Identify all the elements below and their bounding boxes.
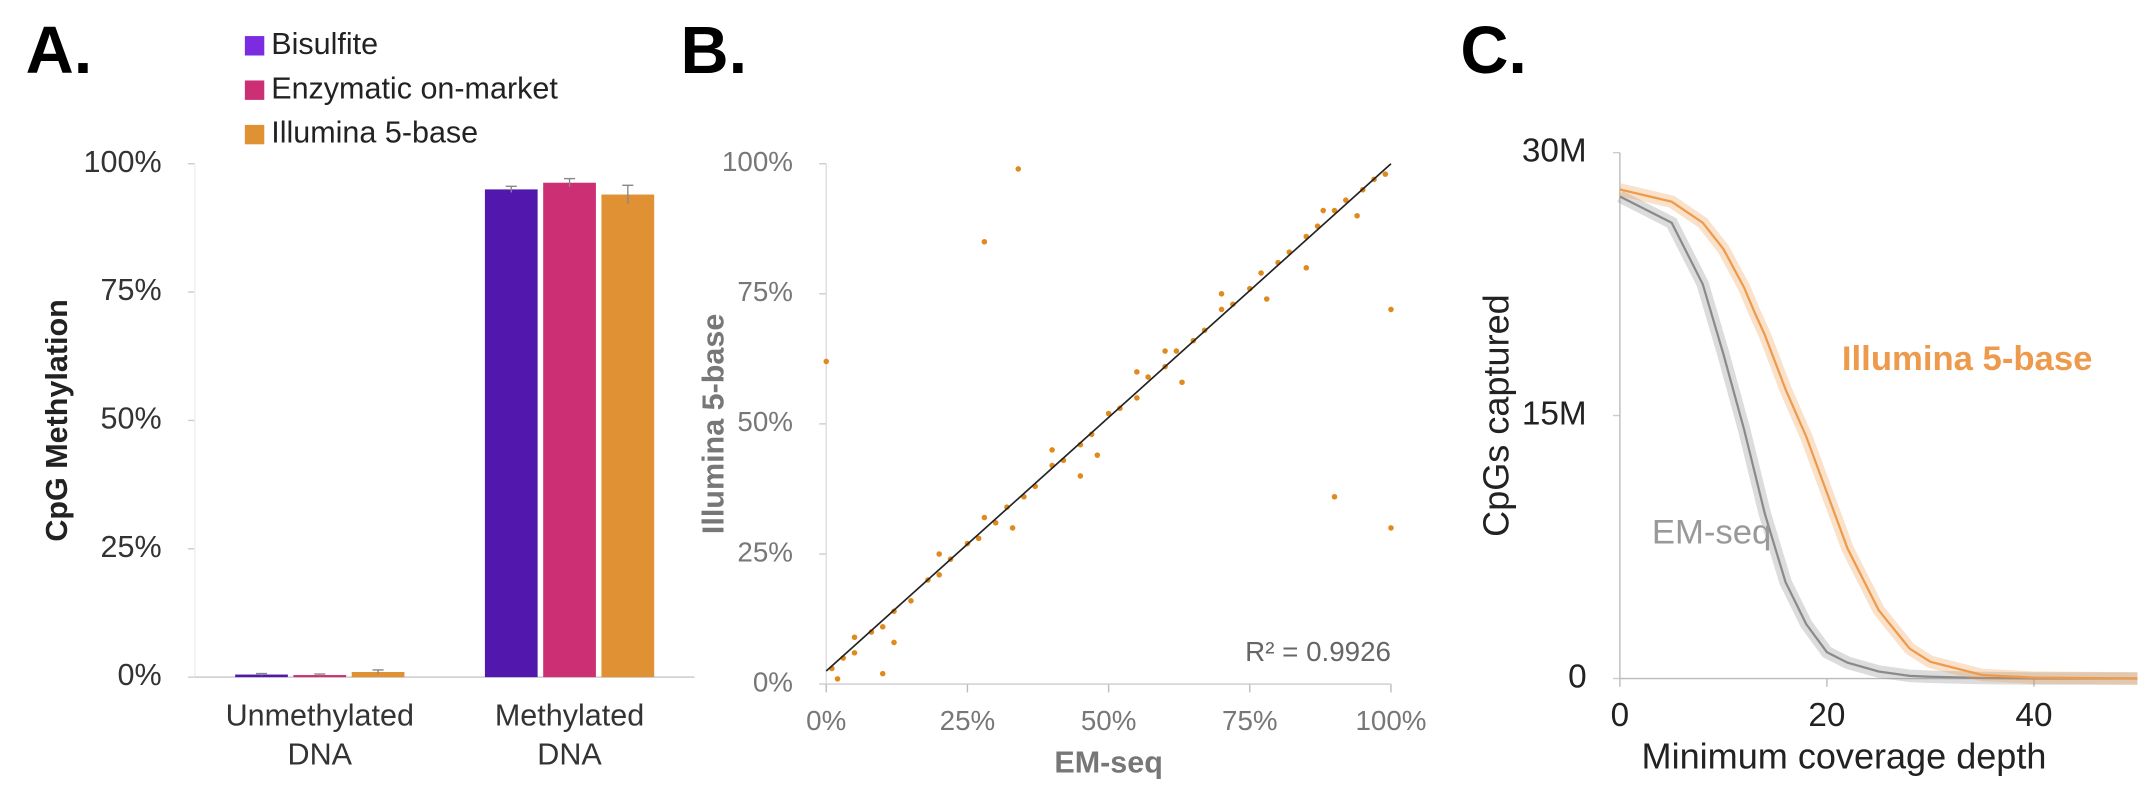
x-tick-label: Unmethylated DNA	[225, 697, 414, 772]
point	[1134, 395, 1140, 401]
point	[1179, 379, 1185, 386]
point	[1173, 348, 1180, 354]
point	[879, 624, 886, 630]
point	[1382, 171, 1389, 177]
panel-label: B.	[681, 14, 748, 88]
point	[992, 519, 999, 526]
x-tick-label: 0	[1611, 697, 1630, 734]
point	[1049, 447, 1055, 453]
point	[851, 650, 858, 656]
y-axis-label: Illumina 5-base	[696, 314, 730, 534]
y-tick-label: 0	[1568, 658, 1587, 695]
y-tick-label: 25%	[737, 536, 793, 567]
x-tick-label: 40	[2015, 697, 2052, 734]
series-line	[1619, 195, 2138, 680]
legend-label: Illumina 5-base	[271, 116, 478, 150]
x-tick-label: 0%	[806, 705, 846, 736]
point	[981, 514, 988, 521]
point	[1009, 525, 1016, 531]
annotation: R² = 0.9926	[1245, 636, 1391, 667]
point	[1388, 306, 1394, 313]
point	[1331, 207, 1338, 214]
series-label: Illumina 5-base	[1842, 340, 2093, 378]
x-tick-label: 75%	[1222, 705, 1278, 736]
point	[1303, 265, 1310, 271]
x-tick-label-box: Methylated DNA	[494, 697, 645, 772]
fit-line	[825, 163, 1392, 672]
point	[1388, 525, 1394, 531]
x-tick-label: Methylated DNA	[494, 697, 645, 772]
bar	[543, 182, 596, 678]
point	[1015, 166, 1022, 172]
point	[1343, 197, 1349, 203]
point	[1218, 306, 1225, 313]
point	[851, 634, 858, 641]
x-axis-label: EM-seq	[1054, 746, 1163, 780]
point	[936, 572, 942, 578]
y-tick-label: 15M	[1522, 395, 1587, 432]
bar	[484, 189, 538, 678]
point	[1077, 473, 1084, 479]
point	[1218, 291, 1225, 297]
legend-swatch	[244, 80, 265, 100]
point	[975, 535, 982, 542]
point	[823, 358, 830, 365]
series-label: EM-seq	[1652, 513, 1771, 551]
x-tick-label-box: Unmethylated DNA	[225, 697, 414, 772]
bar	[235, 674, 288, 678]
bar	[351, 671, 405, 678]
legend-swatch	[244, 124, 265, 145]
panel-label: C.	[1460, 14, 1527, 88]
point	[1162, 348, 1168, 354]
y-tick-label: 100%	[84, 145, 162, 179]
point	[1354, 212, 1360, 219]
y-tick-label: 50%	[101, 401, 162, 435]
legend-label: Bisulfite	[271, 27, 378, 61]
bar	[601, 194, 655, 678]
y-tick-label: 100%	[722, 146, 793, 177]
x-tick-label: 25%	[940, 705, 996, 736]
y-tick-label: 75%	[101, 273, 162, 307]
x-tick-label: 100%	[1355, 705, 1426, 736]
point	[1331, 493, 1338, 500]
legend-swatch	[244, 36, 265, 56]
x-tick-label: 50%	[1081, 705, 1137, 736]
point	[834, 676, 841, 682]
point	[908, 598, 914, 604]
point	[1094, 452, 1101, 458]
x-axis-label: Minimum coverage depth	[1642, 736, 2047, 777]
y-tick-label: 30M	[1522, 132, 1587, 169]
series-line	[1619, 188, 2138, 680]
y-tick-label: 0%	[753, 666, 793, 697]
point	[1134, 369, 1140, 375]
panel-label: A.	[26, 14, 93, 88]
y-axis-label: CpG Methylation	[40, 299, 74, 541]
y-tick-label: 50%	[737, 406, 793, 437]
point	[1105, 410, 1112, 417]
point	[936, 551, 942, 557]
point	[1320, 207, 1326, 214]
point	[1145, 374, 1151, 380]
x-tick-label: 20	[1808, 697, 1845, 734]
y-tick-label: 25%	[101, 530, 162, 564]
legend-label: Enzymatic on-market	[271, 71, 558, 105]
point	[1263, 296, 1270, 302]
point	[879, 670, 886, 677]
y-tick-label: 0%	[117, 658, 161, 692]
point	[981, 239, 988, 245]
point	[891, 639, 897, 646]
y-tick-label: 75%	[737, 276, 793, 307]
y-axis-label: CpGs captured	[1476, 294, 1517, 537]
point	[1258, 270, 1264, 276]
